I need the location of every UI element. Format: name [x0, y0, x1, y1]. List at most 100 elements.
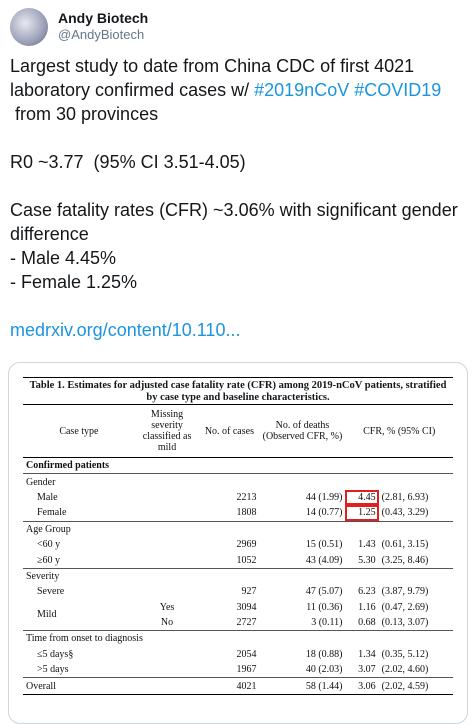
author-handle[interactable]: @AndyBiotech: [58, 27, 145, 42]
paragraph: Case fatality rates (CFR) ~3.06% with si…: [10, 198, 470, 294]
cfr: 1.43: [358, 539, 376, 551]
data-row: ≤5 days§ 2054 18 (0.88) 1.34 (0.35, 5.12): [23, 647, 453, 662]
missing: [135, 537, 200, 552]
cfr: 5.30: [358, 554, 376, 566]
link[interactable]: medrxiv.org/content/10.110...: [10, 320, 241, 340]
cfr: 1.25: [345, 505, 379, 522]
data-row: Mild Yes 3094 11 (0.36) 1.16 (0.47, 2.69): [23, 600, 453, 621]
table: Case type Missing severity classified as …: [23, 404, 453, 695]
cases: 1052: [236, 554, 257, 566]
group-row: Time from onset to diagnosis: [23, 630, 453, 647]
row-label: Female: [37, 507, 67, 519]
text: - Female 1.25%: [10, 272, 138, 292]
ci: (2.81, 6.93): [381, 491, 429, 503]
missing: Yes: [159, 601, 175, 613]
missing: [135, 647, 200, 662]
cases: 1967: [236, 664, 257, 676]
data-row: No 2727 3 (0.11) 0.68 (0.13, 3.07): [23, 615, 453, 631]
missing: [135, 662, 200, 678]
group-label: Age Group: [23, 520, 453, 537]
ci: (3.25, 8.46): [381, 554, 429, 566]
group-row: Age Group: [23, 520, 453, 537]
data-row: <60 y 2969 15 (0.51) 1.43 (0.61, 3.15): [23, 537, 453, 552]
missing: [135, 490, 200, 505]
data-row: ≥60 y 1052 43 (4.09) 5.30 (3.25, 8.46): [23, 552, 453, 568]
row-label: Male: [37, 491, 58, 503]
ci: (0.35, 5.12): [381, 648, 429, 660]
text: Largest study to date from China CDC of …: [10, 56, 415, 76]
table-image[interactable]: Table 1. Estimates for adjusted case fat…: [8, 362, 468, 724]
row-label: Overall: [23, 677, 135, 695]
missing: [135, 505, 200, 521]
deaths: 15 (0.51): [305, 539, 343, 551]
group-row: Gender: [23, 473, 453, 490]
missing: [135, 552, 200, 568]
row-label: Severe: [37, 586, 65, 598]
deaths: 18 (0.88): [305, 648, 343, 660]
column-header: No. of cases: [199, 404, 260, 458]
tweet-text: Largest study to date from China CDC of …: [10, 54, 470, 366]
cases: 927: [241, 586, 257, 598]
deaths: 44 (1.99): [305, 491, 343, 503]
ci: (0.13, 3.07): [381, 617, 429, 629]
ci: (2.02, 4.60): [381, 664, 429, 676]
ci: (0.43, 3.29): [381, 507, 429, 519]
column-header: CFR, % (95% CI): [345, 404, 453, 458]
data-row: Female 1808 14 (0.77) 1.25 (0.43, 3.29): [23, 505, 453, 522]
group-row: Severity: [23, 567, 453, 585]
page: Andy Biotech @AndyBiotech Largest study …: [8, 8, 470, 724]
deaths: 3 (0.11): [311, 617, 343, 629]
hashtag[interactable]: #COVID19: [354, 80, 442, 100]
avatar[interactable]: [10, 8, 48, 46]
section-label: Confirmed patients: [26, 460, 110, 472]
row-label: ≤5 days§: [37, 648, 74, 660]
section-row: Confirmed patients: [23, 458, 453, 474]
ci: (2.02, 4.59): [378, 677, 453, 695]
text: Case fatality rates (CFR) ~3.06% with si…: [10, 200, 458, 244]
cases: 2054: [236, 648, 257, 660]
cfr: 3.06: [345, 677, 379, 695]
cases: 2213: [236, 491, 257, 503]
deaths: 58 (1.44): [259, 677, 346, 695]
paragraph: Largest study to date from China CDC of …: [10, 54, 470, 126]
column-header: No. of deaths (Observed CFR, %): [259, 404, 346, 458]
data-row: Male 2213 44 (1.99) 4.45 (2.81, 6.93): [23, 489, 453, 506]
missing: [134, 677, 200, 695]
group-label: Time from onset to diagnosis: [23, 630, 453, 647]
text: from 30 provinces: [15, 104, 159, 124]
hashtag[interactable]: #2019nCoV: [254, 80, 350, 100]
group-label: Gender: [23, 473, 453, 490]
ci: (0.47, 2.69): [381, 601, 429, 613]
row-label: ≥60 y: [37, 554, 60, 566]
deaths: 40 (2.03): [305, 664, 343, 676]
missing: [135, 584, 200, 599]
column-header: Case type: [23, 404, 135, 458]
cfr: 1.34: [358, 648, 376, 660]
cfr: 0.68: [358, 617, 376, 629]
text: - Male 4.45%: [10, 248, 117, 268]
data-row: Severe 927 47 (5.07) 6.23 (3.87, 9.79): [23, 584, 453, 599]
cfr: 4.45: [345, 489, 379, 506]
deaths: 47 (5.07): [305, 586, 343, 598]
data-row: >5 days 1967 40 (2.03) 3.07 (2.02, 4.60): [23, 662, 453, 678]
cases: 1808: [236, 507, 257, 519]
row-label: <60 y: [37, 539, 61, 551]
deaths: 14 (0.77): [305, 507, 343, 519]
row-label: >5 days: [37, 664, 69, 676]
paragraph: R0 ~3.77 (95% CI 3.51-4.05): [10, 152, 246, 172]
cases: 3094: [236, 601, 257, 613]
cases: 2969: [236, 539, 257, 551]
ci: (3.87, 9.79): [381, 586, 429, 598]
missing: No: [160, 617, 174, 629]
deaths: 43 (4.09): [305, 554, 343, 566]
cfr: 3.07: [358, 664, 376, 676]
author-name[interactable]: Andy Biotech: [58, 10, 149, 26]
cfr: 1.16: [358, 601, 376, 613]
row-label: Mild: [37, 609, 57, 621]
cfr: 6.23: [358, 586, 376, 598]
group-label: Severity: [23, 567, 453, 585]
column-header: Missing severity classified as mild: [134, 404, 200, 458]
text: laboratory confirmed cases w/: [10, 80, 250, 100]
overall-row: Overall 4021 58 (1.44) 3.06 (2.02, 4.59): [23, 677, 453, 695]
cases: 4021: [199, 677, 260, 695]
